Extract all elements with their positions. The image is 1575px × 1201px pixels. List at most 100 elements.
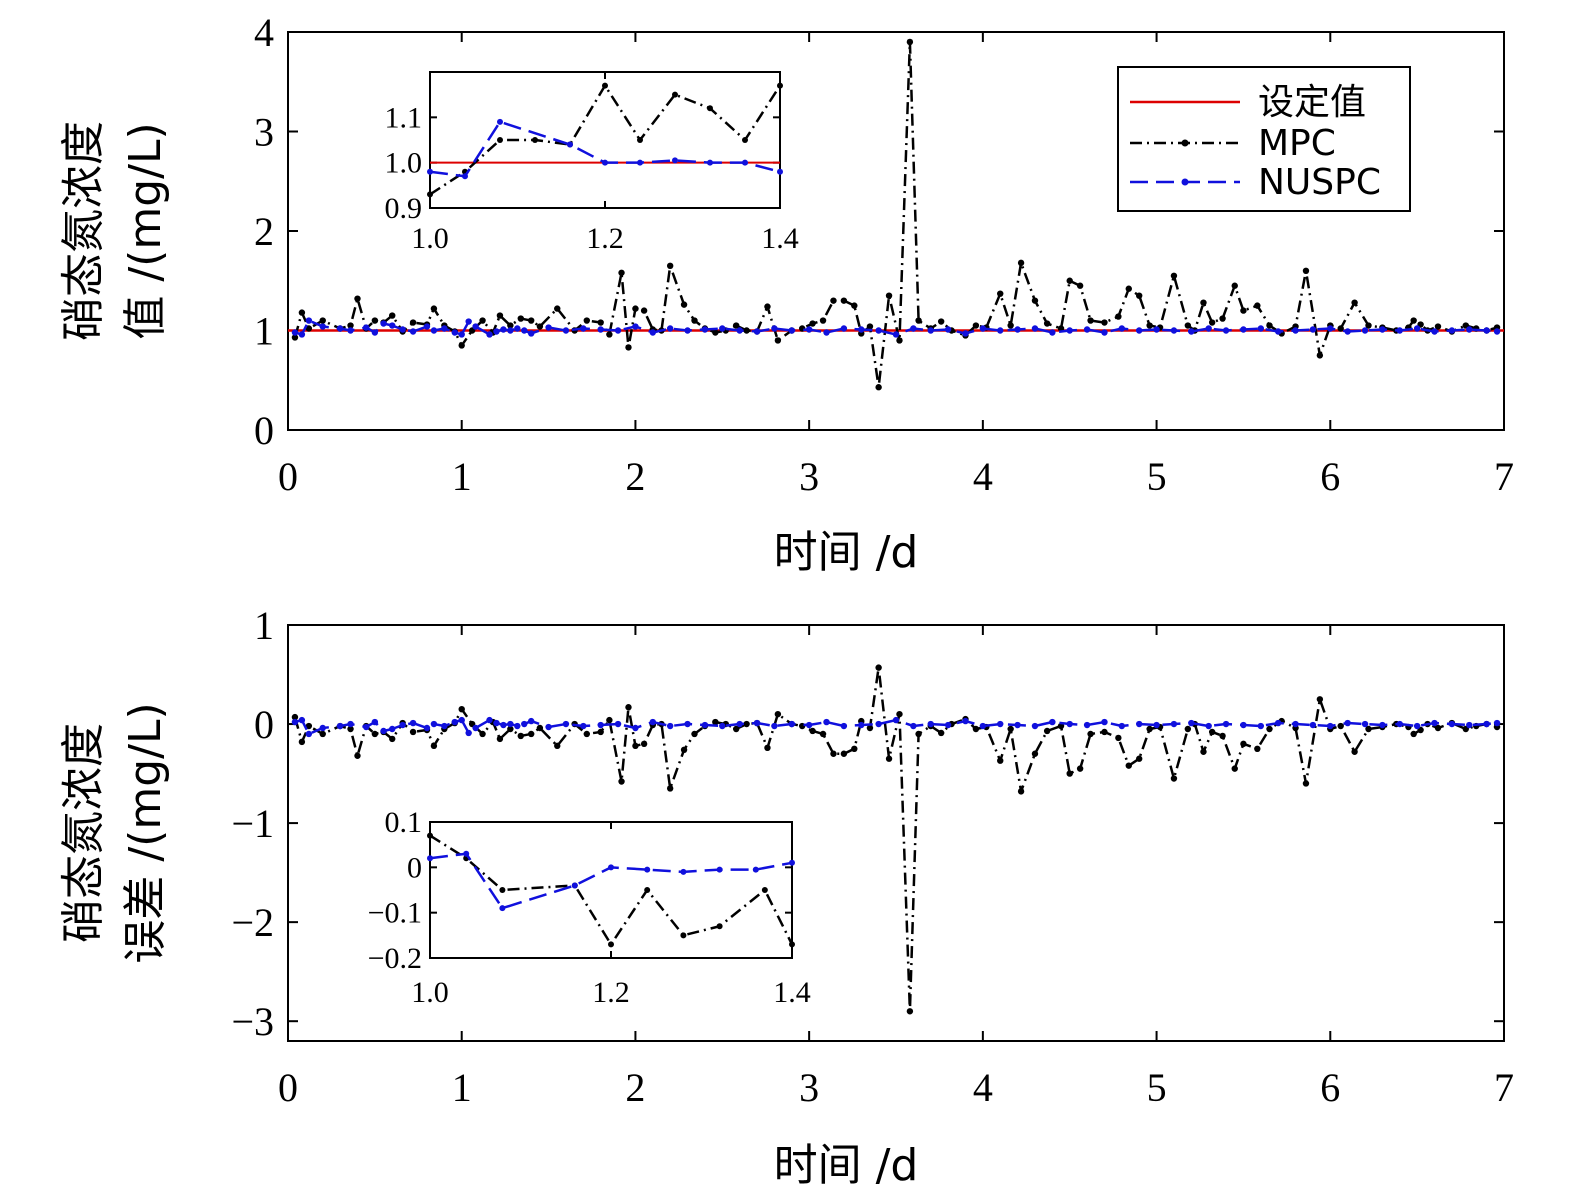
- nuspc-error-point: [347, 720, 354, 728]
- top-inset-mpc-point: [742, 137, 748, 143]
- nuspc-error-point: [1101, 718, 1108, 726]
- nuspc-point: [389, 322, 396, 329]
- mpc-point: [1434, 323, 1442, 330]
- nuspc-point: [514, 325, 521, 332]
- nuspc-error-point: [528, 717, 535, 725]
- nuspc-error-point: [336, 722, 344, 730]
- mpc-point: [1115, 313, 1122, 320]
- top-inset-xtick-label: 1.2: [586, 222, 624, 255]
- mpc-error-point: [371, 730, 379, 738]
- nuspc-error-point: [521, 720, 528, 728]
- mpc-point: [732, 322, 740, 329]
- mpc-error-point: [305, 722, 313, 730]
- mpc-error-point: [1146, 725, 1153, 733]
- bottom-inset-nuspc-line: [429, 852, 793, 910]
- mpc-point: [371, 317, 379, 324]
- nuspc-error-point: [927, 720, 934, 728]
- bottom-ytick-label: −2: [231, 900, 274, 945]
- mpc-error-point: [819, 730, 827, 738]
- nuspc-point: [649, 329, 656, 336]
- nuspc-point: [1014, 326, 1021, 333]
- mpc-error-point: [851, 745, 858, 753]
- nuspc-point: [1274, 328, 1282, 335]
- mpc-error-point: [1302, 780, 1310, 787]
- mpc-point: [1031, 297, 1039, 304]
- mpc-point: [517, 315, 524, 322]
- nuspc-point: [1327, 325, 1334, 332]
- mpc-error-point: [680, 746, 688, 753]
- mpc-error-point: [347, 725, 354, 733]
- nuspc-point: [1493, 328, 1501, 335]
- mpc-error-point: [354, 752, 361, 759]
- mpc-error-point: [430, 742, 438, 750]
- mpc-error-point: [632, 742, 639, 750]
- nuspc-error-point: [736, 720, 743, 728]
- mpc-error-point: [1266, 725, 1273, 733]
- bottom-inset-xtick-label: 1.2: [592, 976, 630, 1009]
- nuspc-point: [305, 317, 313, 324]
- nuspc-error-point: [493, 719, 500, 727]
- nuspc-point: [701, 326, 709, 333]
- mpc-point: [1146, 322, 1153, 329]
- mpc-point: [479, 317, 486, 324]
- mpc-point: [764, 303, 771, 310]
- mpc-point: [830, 297, 837, 304]
- top-xtick-label: 0: [278, 454, 298, 499]
- top-inset: 1.0 1.2 1.40.91.01.1: [385, 71, 799, 255]
- nuspc-point: [736, 327, 743, 334]
- mpc-error-point: [606, 716, 613, 724]
- bottom-inset-ticks: 1.0 1.2 1.4 0.1 0 −0.1 −0.2: [368, 806, 811, 1009]
- mpc-error-point: [640, 740, 648, 748]
- nuspc-point: [719, 325, 726, 332]
- nuspc-point: [1396, 327, 1403, 334]
- mpc-error-point: [298, 738, 306, 746]
- bottom-inset-nuspc-point: [608, 864, 614, 871]
- nuspc-point: [441, 325, 448, 332]
- nuspc-error-point: [514, 722, 521, 730]
- top-inset-nuspc-point: [707, 159, 713, 166]
- mpc-point: [319, 317, 326, 324]
- nuspc-point: [458, 331, 465, 338]
- mpc-point: [347, 322, 354, 329]
- nuspc-error-point: [858, 721, 865, 729]
- mpc-error-point: [1410, 730, 1417, 738]
- mpc-point: [819, 317, 827, 324]
- legend-label-nuspc: NUSPC: [1258, 162, 1381, 203]
- nuspc-point: [823, 329, 830, 336]
- mpc-point: [632, 305, 639, 312]
- nuspc-error-point: [1431, 719, 1438, 727]
- nuspc-error-point: [319, 724, 326, 732]
- nuspc-point: [788, 327, 795, 334]
- legend-marker-mpc: [1181, 139, 1189, 147]
- mpc-error-point: [618, 778, 625, 785]
- mpc-point: [1184, 322, 1192, 329]
- nuspc-point: [580, 325, 587, 332]
- top-inset-nuspc-point: [427, 168, 433, 175]
- nuspc-error-point: [892, 716, 900, 724]
- nuspc-error-point: [1274, 719, 1282, 727]
- mpc-point: [774, 337, 782, 344]
- mpc-error-point: [712, 718, 719, 726]
- nuspc-error-point: [1188, 719, 1195, 727]
- nuspc-error-point: [1118, 722, 1126, 730]
- mpc-point: [291, 334, 299, 341]
- bottom-inset-frame: [429, 821, 793, 959]
- top-inset-nuspc-point: [742, 159, 748, 166]
- nuspc-point: [451, 329, 458, 336]
- nuspc-point: [666, 325, 674, 332]
- nuspc-point: [1205, 325, 1212, 332]
- bottom-ytick-label: 0: [254, 702, 274, 747]
- nuspc-point: [528, 330, 535, 337]
- bottom-inset-mpc-point: [608, 941, 614, 948]
- bottom-inset-ytick-label: 0: [407, 851, 422, 884]
- nuspc-point: [486, 331, 493, 338]
- bottom-inset-ytick-label: −0.2: [368, 942, 422, 975]
- nuspc-error-point: [399, 721, 406, 729]
- nuspc-point: [771, 325, 778, 332]
- mpc-point: [1125, 285, 1132, 292]
- top-xtick-label: 6: [1320, 454, 1340, 499]
- top-inset-nuspc-point: [497, 118, 503, 125]
- nuspc-point: [597, 326, 604, 333]
- nuspc-point: [997, 327, 1004, 334]
- mpc-point: [625, 344, 632, 351]
